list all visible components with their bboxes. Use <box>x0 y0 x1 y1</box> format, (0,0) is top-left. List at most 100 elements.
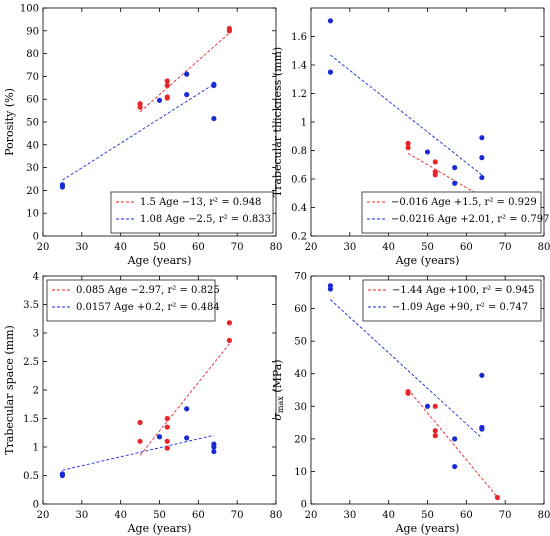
data-point-series-2 <box>184 406 190 412</box>
data-point-series-2 <box>479 155 485 161</box>
x-tick-label: 60 <box>460 510 473 521</box>
legend-box <box>362 279 542 322</box>
y-tick-label: 70 <box>294 272 307 283</box>
legend-label-series-1: −0.016 Age +1.5, r² = 0.929 <box>391 197 537 208</box>
x-tick-label: 40 <box>114 510 127 521</box>
x-axis-label: Age (years) <box>127 254 192 267</box>
x-tick-label: 30 <box>343 242 356 253</box>
fit-line-series-2 <box>62 83 215 181</box>
y-tick-label: 100 <box>20 4 39 15</box>
data-point-series-2 <box>211 448 217 455</box>
data-point-series-2 <box>59 182 66 188</box>
data-point-series-1 <box>137 419 143 426</box>
x-tick-label: 60 <box>460 242 473 253</box>
x-tick-label: 80 <box>270 510 283 521</box>
data-point-series-2 <box>184 435 190 441</box>
chart-panel-3: 20 30 40 50 60 70 80 0 0.5 1 1.5 2 2.5 3 3.5 4 Age (year… <box>3 272 282 536</box>
data-point-series-1 <box>432 403 438 409</box>
x-tick-label: 30 <box>75 510 88 521</box>
data-point-series-2 <box>211 444 217 450</box>
data-point-series-2 <box>424 149 431 155</box>
data-point-series-2 <box>184 92 190 98</box>
data-point-series-2 <box>452 463 458 470</box>
legend-label-series-1: 1.5 Age −13, r² = 0.948 <box>140 197 261 208</box>
y-tick-label: 90 <box>26 26 39 37</box>
x-tick-label: 40 <box>114 242 127 253</box>
data-point-series-2 <box>479 372 485 378</box>
y-tick-label: 80 <box>26 49 39 60</box>
y-axis-label: Trabecular thickness (mm) <box>271 47 284 197</box>
y-tick-label: 4 <box>33 272 39 283</box>
y-tick-label: 2.5 <box>23 357 39 368</box>
data-point-series-1 <box>405 390 411 396</box>
y-tick-label: 3.5 <box>23 300 39 311</box>
data-point-series-2 <box>452 165 458 171</box>
data-point-series-1 <box>432 428 438 434</box>
legend-label-series-2: −0.0216 Age +2.01, r² = 0.797 <box>391 214 549 225</box>
y-tick-label: 0.6 <box>291 175 307 186</box>
y-tick-label: 1.2 <box>291 89 307 100</box>
x-tick-label: 20 <box>305 242 318 253</box>
legend-box <box>361 191 542 234</box>
x-tick-label: 70 <box>231 510 244 521</box>
x-tick-label: 40 <box>382 510 395 521</box>
data-point-series-2 <box>479 135 485 141</box>
x-tick-label: 20 <box>37 242 50 253</box>
y-tick-label: 40 <box>26 140 39 151</box>
x-tick-label: 60 <box>192 242 205 253</box>
y-tick-label: 60 <box>294 304 307 315</box>
data-point-series-1 <box>494 494 500 501</box>
data-point-series-1 <box>137 101 143 107</box>
data-point-series-1 <box>164 445 170 451</box>
y-tick-label: 1.4 <box>291 61 307 72</box>
legend-label-series-1: 0.085 Age −2.97, r² = 0.825 <box>76 285 220 296</box>
data-point-series-1 <box>226 320 232 326</box>
legend-label-series-2: 1.08 Age −2.5, r² = 0.833 <box>140 214 271 225</box>
fit-line-series-1 <box>139 343 230 456</box>
fit-line-series-2 <box>330 54 483 176</box>
data-point-series-1 <box>405 145 411 151</box>
data-point-series-2 <box>452 436 458 442</box>
y-tick-label: 50 <box>294 337 307 348</box>
y-tick-label: 10 <box>294 467 307 478</box>
legend-label-series-1: −1.44 Age +100, r² = 0.945 <box>392 285 535 296</box>
legend-label-series-2: 0.0157 Age +0.2, r² = 0.484 <box>76 302 220 313</box>
data-point-series-1 <box>432 159 438 165</box>
x-tick-label: 50 <box>153 510 166 521</box>
data-point-series-1 <box>432 433 438 439</box>
data-point-series-2 <box>184 71 190 77</box>
data-point-series-2 <box>327 286 334 292</box>
y-tick-label: 3 <box>33 329 39 340</box>
data-point-series-1 <box>164 78 170 84</box>
x-tick-label: 50 <box>421 242 434 253</box>
y-axis-label: Trabecular space (mm) <box>3 325 16 455</box>
y-axis-label: σmax (MPa) <box>271 359 285 420</box>
y-tick-label: 0 <box>33 500 39 511</box>
y-tick-label: 0 <box>33 232 39 243</box>
y-tick-label: 2 <box>33 386 39 397</box>
data-point-series-2 <box>452 180 458 186</box>
x-tick-label: 50 <box>421 510 434 521</box>
y-tick-label: 0.8 <box>291 146 307 157</box>
y-axis-label: Porosity (%) <box>3 88 16 156</box>
data-point-series-1 <box>164 438 170 444</box>
x-tick-label: 80 <box>538 242 550 253</box>
chart-panel-4: 20 30 40 50 60 70 80 0 10 20 30 40 50 60 70 Age (years)… <box>271 272 550 536</box>
legend-box <box>110 191 274 234</box>
data-point-series-1 <box>164 94 170 100</box>
data-point-series-2 <box>424 403 431 409</box>
chart-panel-1: 20 30 40 50 60 70 80 0 10 20 30 40 50 60 70 80 90 100 Age … <box>3 4 282 268</box>
y-tick-label: 50 <box>26 118 39 129</box>
x-tick-label: 40 <box>382 242 395 253</box>
y-tick-label: 10 <box>26 209 39 220</box>
data-point-series-2 <box>327 18 334 24</box>
x-axis-label: Age (years) <box>395 254 460 267</box>
x-axis-label: Age (years) <box>395 522 460 535</box>
y-tick-label: 70 <box>26 72 39 83</box>
data-point-series-2 <box>156 97 163 103</box>
x-tick-label: 50 <box>153 242 166 253</box>
x-tick-label: 70 <box>231 242 244 253</box>
fit-line-series-2 <box>330 299 483 439</box>
y-tick-label: 0 <box>301 500 307 511</box>
